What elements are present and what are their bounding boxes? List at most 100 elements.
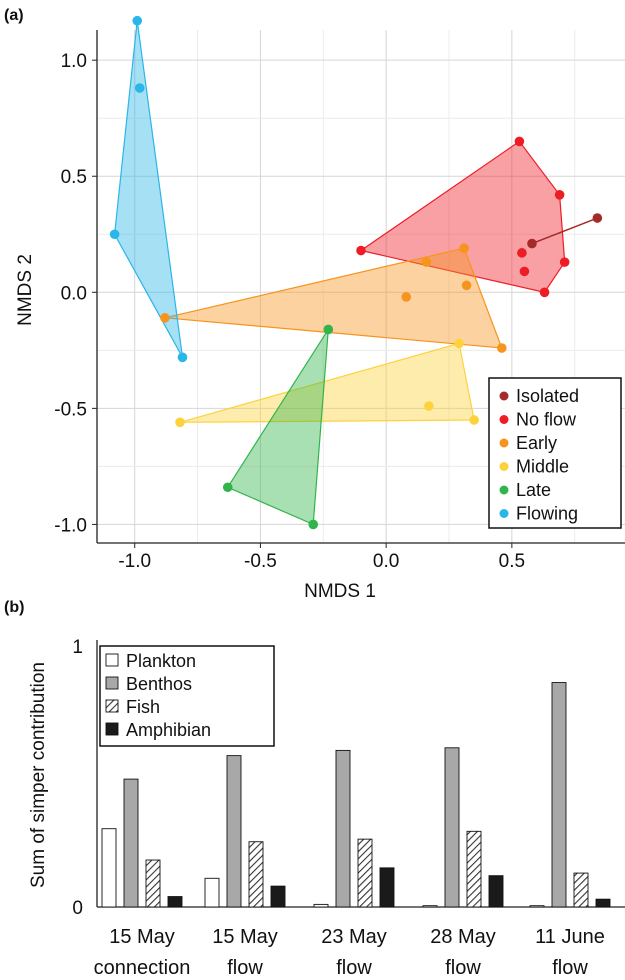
bar-plankton xyxy=(313,903,329,908)
x-tick-label: 0.5 xyxy=(499,551,525,572)
bar-y-tick-label: 0 xyxy=(72,898,83,919)
bar-benthos xyxy=(123,778,139,908)
category-label: flow xyxy=(336,957,372,979)
x-tick-label: -1.0 xyxy=(118,551,151,572)
category-label: 15 May xyxy=(212,926,278,948)
legend-label-late: Late xyxy=(516,480,551,500)
bar-fish xyxy=(466,830,482,908)
legend-marker-middle xyxy=(499,462,509,471)
connector-isolated xyxy=(531,217,598,245)
category-label: 15 May xyxy=(109,926,175,948)
bar-amphibian xyxy=(270,885,286,908)
point-early xyxy=(497,343,507,353)
bar-fish xyxy=(357,838,373,908)
bar-amphibian xyxy=(167,896,183,908)
bar-benthos xyxy=(335,749,351,908)
legend-swatch-fish xyxy=(105,699,119,713)
y-tick-label: 0.5 xyxy=(61,167,87,188)
category-label: flow xyxy=(445,957,481,979)
legend-marker-flowing xyxy=(499,509,509,518)
legend-marker-no-flow xyxy=(499,415,509,424)
bar-fish xyxy=(145,859,161,908)
panel-a-label: (a) xyxy=(4,7,24,24)
panel-b-label: (b) xyxy=(4,599,24,616)
x-tick-label: -0.5 xyxy=(244,551,277,572)
x-tick-label: 0.0 xyxy=(373,551,399,572)
legend-label-middle: Middle xyxy=(516,457,569,477)
bar-plankton xyxy=(101,828,117,908)
point-early xyxy=(160,313,170,323)
point-flowing xyxy=(132,15,143,26)
legend-label-early: Early xyxy=(516,433,557,453)
bar-legend-box xyxy=(99,645,275,747)
point-late xyxy=(222,482,233,493)
category-label: flow xyxy=(227,957,263,979)
point-isolated xyxy=(527,238,537,249)
connector-lines xyxy=(531,217,598,245)
bar-plankton xyxy=(422,905,438,908)
legend-label-amphibian: Amphibian xyxy=(126,720,211,740)
category-label: 11 June xyxy=(535,926,605,948)
bar-y-axis-title: Sum of simper contribution xyxy=(28,662,49,888)
bar-y-tick-labels: 01 xyxy=(72,637,83,919)
point-no-flow xyxy=(356,245,366,256)
point-no-flow xyxy=(539,287,550,298)
nmds-scatter-plot: -1.0 -0.5 0.0 0.5 -1.0-0.50.00.51.0 NMDS 1 … xyxy=(15,15,625,602)
point-no-flow xyxy=(519,266,530,277)
point-isolated xyxy=(592,213,603,223)
point-middle xyxy=(469,415,479,425)
point-late xyxy=(323,324,334,335)
y-tick-label: -1.0 xyxy=(54,515,87,536)
y-tick-label: 1.0 xyxy=(61,51,87,72)
point-early xyxy=(461,280,472,291)
point-early xyxy=(459,243,469,253)
axes xyxy=(92,30,625,548)
category-label: 23 May xyxy=(321,926,387,948)
legend-marker-isolated xyxy=(499,391,509,401)
legend-label-fish: Fish xyxy=(126,697,160,717)
legend-label-isolated: Isolated xyxy=(516,386,579,406)
category-label: flow xyxy=(552,957,588,979)
point-early xyxy=(421,257,432,267)
hull-middle xyxy=(179,342,475,423)
y-tick-label: 0.0 xyxy=(61,283,87,304)
point-no-flow xyxy=(554,190,565,200)
bar-fish xyxy=(248,841,264,908)
bar-legend: Plankton Benthos Fish Amphibian xyxy=(99,645,275,747)
scatter-legend: Isolated No flow Early Middle Late Flowing xyxy=(488,377,622,529)
point-no-flow xyxy=(517,248,527,258)
bar-y-tick-label: 1 xyxy=(72,637,83,658)
point-early xyxy=(401,292,412,302)
hull-no-flow xyxy=(359,140,566,293)
legend-label-flowing: Flowing xyxy=(516,504,578,524)
category-label: 28 May xyxy=(430,926,496,948)
category-labels: 15 May connection 15 May flow 23 May flow 28 M… xyxy=(94,926,605,979)
x-axis-title: NMDS 1 xyxy=(304,581,376,602)
point-no-flow xyxy=(559,257,570,267)
bar-benthos xyxy=(444,747,460,908)
legend-box xyxy=(488,377,622,529)
legend-swatch-benthos xyxy=(105,676,119,690)
bars xyxy=(101,682,611,908)
bar-benthos xyxy=(226,755,242,908)
y-axis-title: NMDS 2 xyxy=(15,254,36,326)
point-flowing xyxy=(177,352,188,363)
point-middle xyxy=(454,338,464,349)
point-flowing xyxy=(134,83,145,93)
point-no-flow xyxy=(514,136,525,147)
data-points xyxy=(109,15,603,530)
category-label: connection xyxy=(94,957,191,979)
legend-marker-late xyxy=(499,485,509,495)
group-hulls xyxy=(113,20,566,526)
point-flowing xyxy=(109,229,120,240)
y-tick-label: -0.5 xyxy=(54,399,87,420)
point-late xyxy=(308,519,319,530)
legend-label-no-flow: No flow xyxy=(516,410,577,430)
bar-benthos xyxy=(551,682,567,908)
legend-label-benthos: Benthos xyxy=(126,674,192,694)
bar-plankton xyxy=(529,905,545,908)
hull-flowing xyxy=(113,20,184,358)
legend-marker-early xyxy=(499,438,509,448)
